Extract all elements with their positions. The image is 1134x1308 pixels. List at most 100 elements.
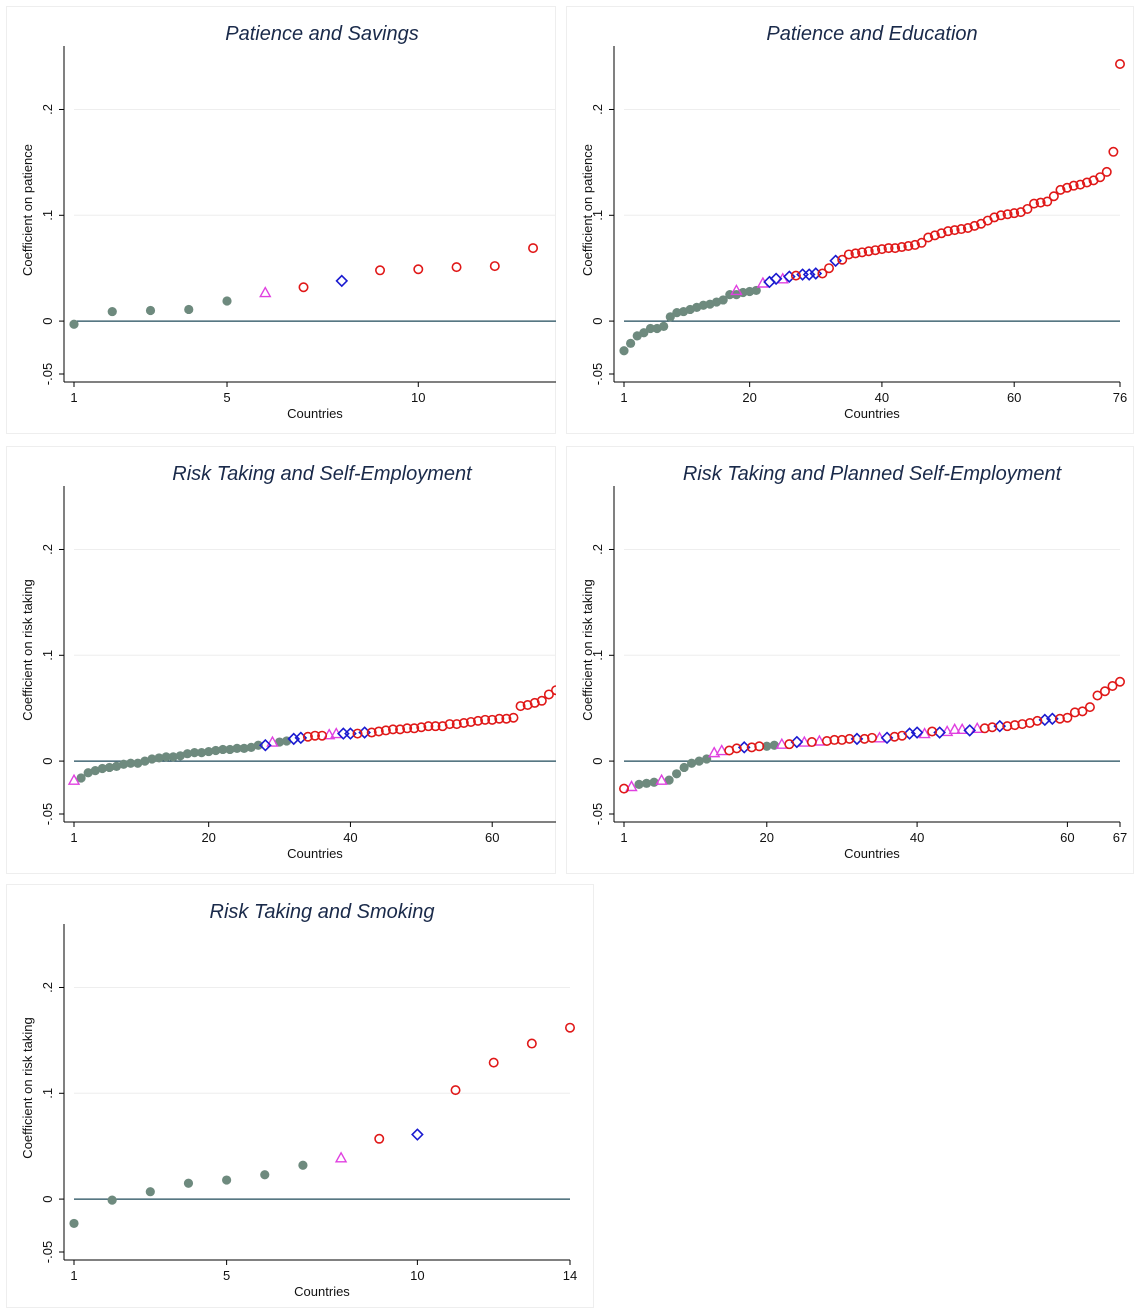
data-point-red-circle (870, 245, 881, 256)
panel-frame (6, 446, 556, 874)
data-point-red-circle (1042, 196, 1053, 207)
chart-planned-self-employment: -.05 0 .1 .2 1 20 40 60 67 Risk Taking and Planne… (566, 446, 1134, 874)
data-point-gray-dot (225, 744, 235, 755)
data-point-red-circle (1095, 172, 1106, 183)
data-point-blue-diamond (783, 270, 796, 283)
chart-title: Risk Taking and Self-Employment (172, 463, 473, 485)
x-tick-label: 10 (410, 1268, 424, 1283)
data-point-gray-dot (154, 753, 164, 763)
data-point-gray-dot (189, 748, 200, 758)
y-tick-label: -.05 (40, 803, 55, 825)
x-tick-label: 1 (70, 390, 77, 405)
data-point-red-circle (936, 228, 947, 239)
panel-frame (566, 6, 1134, 434)
x-tick-label: 1 (70, 1268, 77, 1283)
data-point-red-circle (380, 725, 391, 736)
data-point-gray-dot (184, 304, 194, 315)
data-point-gray-dot (762, 741, 772, 751)
data-point-red-circle (1022, 203, 1033, 214)
data-point-red-circle (543, 689, 554, 700)
data-point-red-circle (837, 254, 848, 265)
data-point-red-circle (375, 265, 386, 276)
data-point-gray-dot (107, 306, 117, 317)
y-tick-label: .1 (40, 650, 55, 661)
data-point-gray-dot (104, 762, 115, 773)
data-point-red-circle (1055, 184, 1066, 195)
panel-frame (6, 884, 594, 1308)
data-point-gray-dot (175, 751, 185, 761)
data-point-red-circle (298, 282, 309, 293)
data-point-gray-dot (232, 743, 242, 753)
data-point-red-circle (824, 263, 835, 274)
panel-frame (566, 446, 1134, 874)
data-point-red-circle (1099, 686, 1110, 697)
data-point-gray-dot (672, 769, 682, 779)
panel-education: -.05 0 .1 .2 1 20 40 60 76 Patience and Education… (566, 6, 1134, 434)
data-point-gray-dot (145, 1187, 155, 1197)
data-point-red-circle (962, 222, 973, 233)
data-point-blue-diamond (829, 254, 842, 268)
data-point-red-circle (897, 730, 908, 741)
y-axis-label: Coefficient on risk taking (20, 1017, 35, 1158)
data-point-magenta-triangle (625, 780, 638, 792)
data-point-magenta-triangle (334, 1151, 348, 1163)
data-point-gray-dot (239, 743, 249, 753)
y-tick-label: 0 (590, 757, 605, 764)
data-point-red-circle (451, 719, 462, 730)
data-point-red-circle (529, 697, 540, 708)
data-point-gray-dot (619, 346, 629, 356)
panel-savings: -.05 0 .1 .2 1 5 10 Patience and Savings Countri… (6, 6, 556, 434)
chart-savings: -.05 0 .1 .2 1 5 10 Patience and Savings Countri… (6, 6, 556, 434)
data-point-red-circle (806, 737, 817, 748)
data-point-blue-diamond (411, 1128, 424, 1141)
data-point-gray-dot (641, 778, 652, 788)
data-point-gray-dot (639, 328, 649, 338)
x-tick-label: 76 (1113, 390, 1127, 405)
chart-title: Risk Taking and Smoking (210, 901, 435, 923)
data-point-gray-dot (634, 779, 644, 789)
data-point-gray-dot (665, 312, 675, 322)
x-axis-label: Countries (294, 1284, 350, 1299)
data-point-gray-dot (211, 745, 221, 756)
data-point-red-circle (444, 719, 455, 730)
y-tick-label: 0 (40, 317, 55, 324)
y-axis-label: Coefficient on patience (20, 144, 35, 276)
data-point-gray-dot (90, 766, 100, 776)
data-point-red-circle (929, 230, 940, 241)
data-point-red-circle (850, 248, 861, 259)
data-point-magenta-triangle (775, 737, 789, 749)
data-point-red-circle (949, 225, 960, 236)
y-tick-label: 0 (590, 317, 605, 324)
data-point-red-circle (1009, 208, 1020, 219)
data-point-red-circle (501, 713, 512, 724)
data-point-red-circle (995, 210, 1006, 221)
y-axis-label: Coefficient on risk taking (20, 579, 35, 720)
data-point-red-circle (402, 723, 413, 734)
data-point-gray-dot (645, 323, 656, 334)
data-point-red-circle (883, 243, 894, 254)
data-point-gray-dot (694, 756, 704, 766)
data-point-red-circle (1092, 690, 1103, 701)
data-point-red-circle (866, 732, 877, 743)
data-point-red-circle (1084, 702, 1095, 713)
data-point-blue-diamond (963, 724, 977, 737)
x-axis-label: Countries (287, 406, 343, 421)
data-point-gray-dot (626, 338, 636, 348)
x-tick-label: 20 (201, 830, 215, 845)
data-point-magenta-triangle (955, 722, 969, 735)
y-tick-label: -.05 (40, 363, 55, 385)
data-point-red-circle (909, 239, 920, 250)
data-point-gray-dot (133, 758, 143, 768)
data-point-gray-dot (718, 295, 728, 305)
data-point-red-circle (488, 1057, 499, 1068)
data-point-red-circle (508, 712, 519, 723)
data-point-red-circle (536, 695, 547, 706)
chart-title: Risk Taking and Planned Self-Employment (683, 463, 1063, 485)
x-axis-label: Countries (844, 406, 900, 421)
y-tick-label: .1 (40, 1088, 55, 1099)
data-point-red-circle (896, 242, 907, 253)
data-point-red-circle (423, 721, 434, 732)
data-point-red-circle (437, 721, 448, 732)
data-point-gray-dot (119, 759, 129, 769)
data-point-gray-dot (687, 758, 697, 768)
